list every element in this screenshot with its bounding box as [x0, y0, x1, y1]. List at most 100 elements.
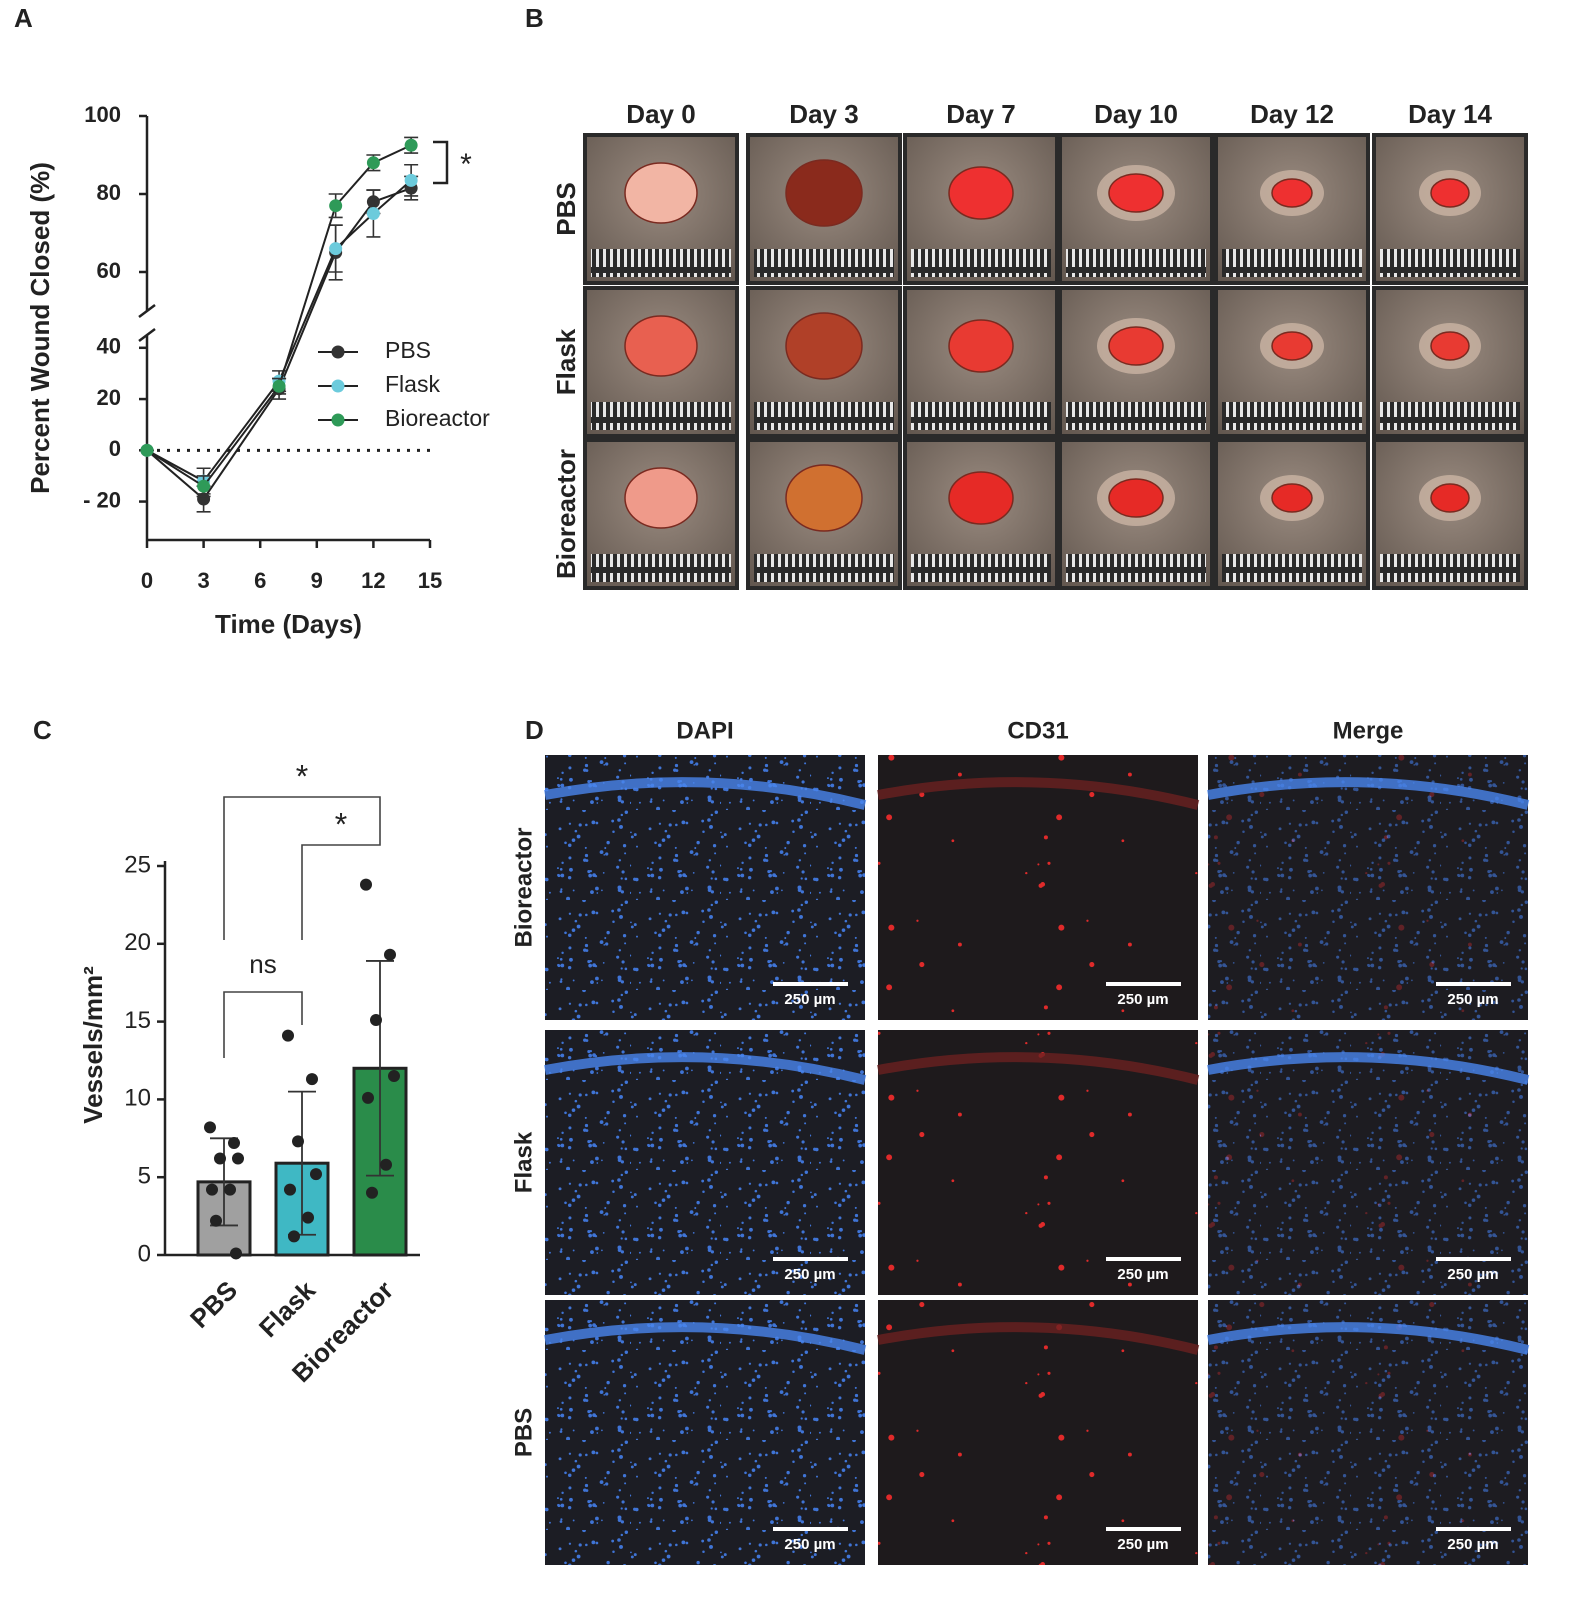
- x-tick-label: 15: [418, 568, 442, 593]
- scale-bar-label: 250 µm: [1117, 991, 1168, 1008]
- x-tick-label: 12: [361, 568, 385, 593]
- axis-break: [138, 328, 156, 342]
- x-tick-label: 3: [197, 568, 209, 593]
- micrograph: [878, 1300, 1198, 1565]
- significance-bracket: [223, 991, 303, 1058]
- column-header: Day 7: [946, 99, 1015, 129]
- series-line: [146, 179, 412, 483]
- epidermis: [1207, 1052, 1530, 1085]
- wound: [1271, 483, 1313, 513]
- y-tick-label: 100: [84, 102, 121, 127]
- scale-bar-label: 250 µm: [784, 991, 835, 1008]
- row-header: PBS: [510, 1408, 537, 1457]
- y-axis-label: Percent Wound Closed (%): [25, 162, 55, 494]
- ruler: [1066, 554, 1206, 582]
- row-header: Bioreactor: [510, 827, 537, 947]
- ruler: [1066, 249, 1206, 277]
- epidermis: [877, 1052, 1200, 1085]
- merge-overlay: [1208, 1300, 1528, 1565]
- data-point: [388, 1070, 400, 1083]
- ruler: [1222, 554, 1362, 582]
- wound: [1271, 178, 1313, 208]
- ruler: [1222, 249, 1362, 277]
- significance-label: ns: [249, 949, 276, 979]
- series-line: [146, 144, 412, 488]
- wound: [785, 159, 863, 227]
- data-point: [232, 1152, 244, 1165]
- row-header: PBS: [551, 182, 581, 235]
- data-point: [404, 173, 418, 187]
- micrograph: [878, 1030, 1198, 1295]
- wound: [948, 319, 1014, 373]
- micrograph: [878, 755, 1198, 1020]
- data-point: [370, 1014, 382, 1027]
- y-tick-label: - 20: [83, 487, 121, 512]
- panel-label: B: [525, 3, 544, 33]
- column-header: Day 3: [789, 99, 858, 129]
- axis-break: [138, 304, 156, 318]
- wound: [1108, 173, 1164, 213]
- epidermis: [544, 1052, 867, 1085]
- wound: [1271, 331, 1313, 361]
- panel-label: A: [14, 3, 33, 33]
- column-header: Day 14: [1408, 99, 1492, 129]
- ruler: [591, 249, 731, 277]
- y-tick-label: 20: [97, 385, 121, 410]
- legend-label: PBS: [385, 337, 431, 363]
- data-point: [224, 1183, 236, 1196]
- wound: [1430, 331, 1470, 361]
- wound: [948, 166, 1014, 220]
- legend-label: Bioreactor: [385, 405, 490, 431]
- data-point: [360, 878, 372, 891]
- data-point: [366, 156, 380, 170]
- merge-overlay: [1208, 755, 1528, 1020]
- significance-bracket: [301, 825, 381, 940]
- legend-label: Flask: [385, 371, 440, 397]
- data-point: [292, 1135, 304, 1148]
- scale-bar-label: 250 µm: [1117, 1536, 1168, 1553]
- data-point: [366, 207, 380, 220]
- wound: [948, 471, 1014, 525]
- data-point: [404, 138, 418, 152]
- significance-label: *: [335, 806, 347, 842]
- data-point: [197, 479, 211, 493]
- wound: [785, 312, 863, 380]
- significance-label: *: [460, 148, 472, 181]
- ruler: [1380, 402, 1520, 430]
- wound: [1108, 478, 1164, 518]
- column-header: Merge: [1333, 717, 1404, 744]
- x-tick-label: 0: [141, 568, 153, 593]
- data-point: [284, 1183, 296, 1196]
- data-point: [310, 1168, 322, 1181]
- column-header: Day 0: [626, 99, 695, 129]
- wound: [785, 464, 863, 532]
- epidermis: [1207, 1322, 1530, 1355]
- scale-bar-label: 250 µm: [1447, 991, 1498, 1008]
- significance-bracket: [223, 796, 381, 940]
- ruler: [754, 554, 894, 582]
- scale-bar-label: 250 µm: [1117, 1266, 1168, 1283]
- y-tick-label: 25: [124, 851, 151, 878]
- data-point: [140, 443, 154, 457]
- x-tick-label: 6: [254, 568, 266, 593]
- series-line: [146, 187, 412, 501]
- epidermis: [877, 1322, 1200, 1355]
- data-point: [228, 1136, 240, 1149]
- data-point: [302, 1211, 314, 1224]
- significance-label: *: [296, 758, 308, 794]
- micrograph: [545, 755, 865, 1020]
- x-axis-label: Time (Days): [215, 609, 362, 639]
- ruler: [911, 554, 1051, 582]
- scale-bar-label: 250 µm: [1447, 1266, 1498, 1283]
- panel-label: C: [33, 715, 52, 745]
- scale-bar-label: 250 µm: [784, 1536, 835, 1553]
- wound: [1108, 326, 1164, 366]
- data-point: [210, 1214, 222, 1227]
- ruler: [1066, 402, 1206, 430]
- data-point: [329, 199, 343, 213]
- y-tick-label: 15: [124, 1007, 151, 1034]
- scale-bar-label: 250 µm: [784, 1266, 835, 1283]
- data-point: [366, 1186, 378, 1199]
- y-tick-label: 10: [124, 1085, 151, 1112]
